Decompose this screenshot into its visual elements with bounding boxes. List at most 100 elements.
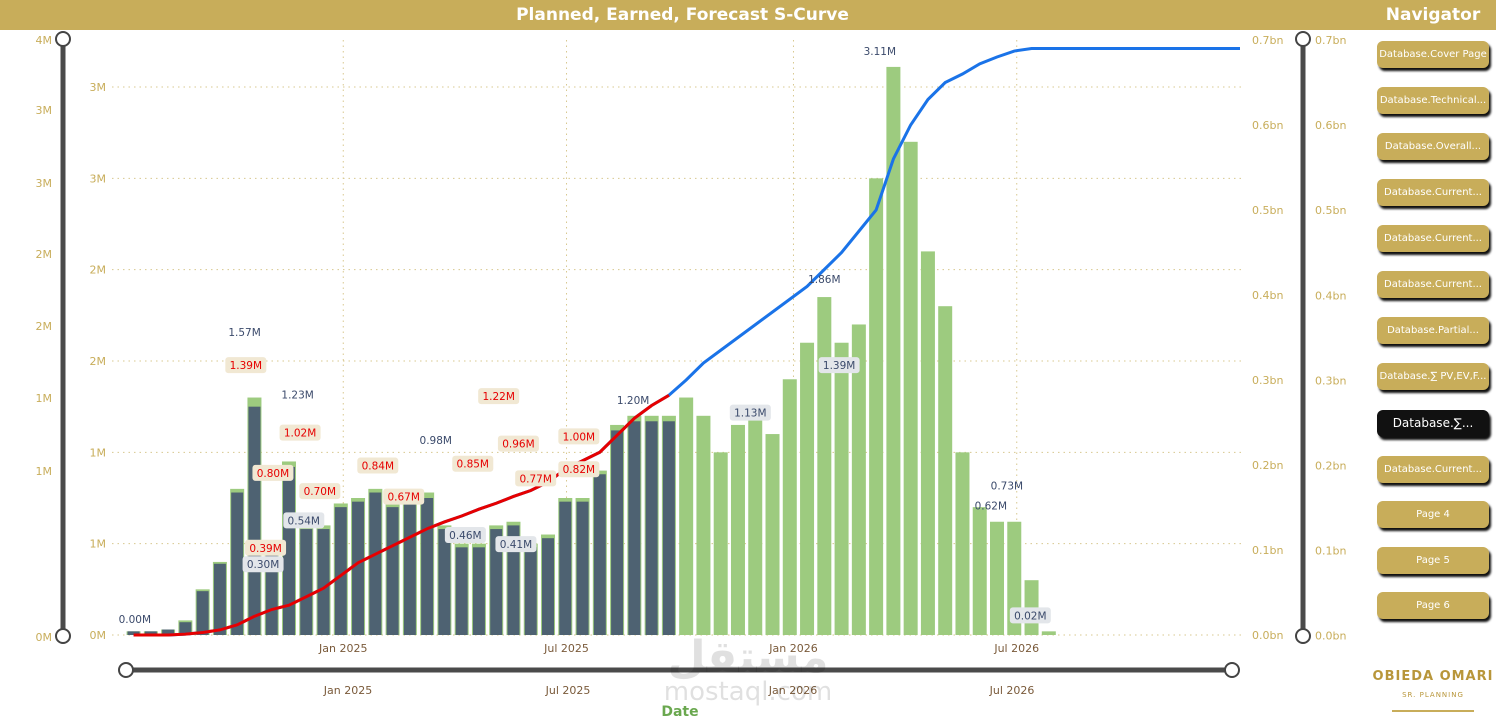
planned-bar — [972, 507, 987, 635]
planned-bar — [886, 66, 901, 635]
data-label: 0.41M — [500, 539, 532, 551]
planned-bar — [1007, 521, 1022, 635]
data-label: 0.02M — [1014, 610, 1046, 622]
earned-bar — [438, 529, 451, 635]
slider-handle-top[interactable] — [55, 31, 71, 47]
earned-bar — [179, 622, 192, 635]
earned-bar — [162, 629, 175, 635]
y-left-tick-label: 3M — [90, 172, 107, 185]
planned-bar — [955, 452, 970, 635]
planned-bar — [782, 379, 797, 635]
data-label-box — [452, 455, 494, 472]
planned-bar — [851, 324, 866, 635]
earned-bar — [248, 406, 261, 635]
slider-bottom-label: Jan 2025 — [323, 684, 372, 697]
earned-bar — [127, 631, 140, 635]
nav-button[interactable]: Database.Partial... — [1377, 317, 1489, 344]
slider-right-label: 0.1bn — [1315, 545, 1346, 558]
slider-handle-start[interactable] — [118, 662, 134, 678]
data-label: 0.30M — [247, 559, 279, 571]
earned-bar — [369, 492, 382, 635]
nav-button[interactable]: Database.∑... — [1377, 410, 1489, 437]
watermark-latin: mostaql.com — [664, 677, 832, 707]
data-label: 1.13M — [734, 408, 766, 420]
earned-bar — [662, 421, 675, 635]
nav-button[interactable]: Database.Overall... — [1377, 133, 1489, 160]
nav-button[interactable]: Database.Current... — [1377, 179, 1489, 206]
logo-subtitle: SR. PLANNING — [1402, 691, 1464, 699]
slider-handle-bottom[interactable] — [55, 628, 71, 644]
planned-bar — [990, 521, 1005, 635]
earned-bar — [334, 507, 347, 635]
slider-right-label: 0.4bn — [1315, 289, 1346, 302]
planned-bar — [938, 306, 953, 635]
slider-handle-bottom[interactable] — [1295, 628, 1311, 644]
navigator-title: Navigator — [1385, 5, 1481, 25]
y-right-tick-label: 0.1bn — [1252, 544, 1283, 557]
x-tick-label: Jan 2026 — [768, 642, 817, 655]
data-label: 0.82M — [563, 464, 595, 476]
nav-button[interactable]: Page 4 — [1377, 501, 1489, 528]
slider-bottom-label: Jul 2025 — [545, 684, 591, 697]
nav-button[interactable]: Page 6 — [1377, 592, 1489, 619]
earned-bar — [542, 538, 555, 635]
earned-bar — [524, 547, 537, 635]
planned-bar — [679, 397, 694, 635]
data-label: 0.73M — [991, 481, 1023, 493]
y-left-tick-label: 1M — [90, 538, 107, 551]
data-label: 0.62M — [975, 501, 1007, 513]
slider-handle-end[interactable] — [1224, 662, 1240, 678]
data-label-box — [558, 461, 600, 478]
nav-button[interactable]: Database.Current... — [1377, 225, 1489, 252]
data-label: 0.84M — [362, 461, 394, 473]
earned-bar — [386, 507, 399, 635]
nav-button[interactable]: Page 5 — [1377, 547, 1489, 574]
earned-bar — [300, 529, 313, 635]
data-label: 1.86M — [808, 274, 840, 286]
slider-right-label: 0.0bn — [1315, 630, 1346, 643]
slider-bottom-label: Jul 2026 — [989, 684, 1035, 697]
data-label: 1.39M — [823, 360, 855, 372]
y-right-tick-label: 0.0bn — [1252, 629, 1283, 642]
earned-bar — [507, 525, 520, 635]
x-tick-label: Jul 2026 — [993, 642, 1039, 655]
nav-button[interactable]: Database.Current... — [1377, 271, 1489, 298]
planned-bar — [903, 141, 918, 636]
y-right-tick-label: 0.2bn — [1252, 459, 1283, 472]
data-label: 0.00M — [119, 614, 151, 626]
slider-left-label: 4M — [36, 34, 53, 47]
data-label: 0.46M — [449, 530, 481, 542]
nav-button[interactable]: Database.∑ PV,EV,F... — [1377, 363, 1489, 390]
slider-right-label: 0.3bn — [1315, 374, 1346, 387]
slider-left-label: 0M — [36, 631, 53, 644]
earned-bar — [282, 466, 295, 635]
earned-bar — [472, 547, 485, 635]
y-left-tick-label: 0M — [90, 629, 107, 642]
data-label-box — [818, 357, 860, 374]
nav-button[interactable]: Database.Technical... — [1377, 87, 1489, 114]
data-label-box — [478, 388, 520, 405]
x-tick-label: Jul 2025 — [543, 642, 589, 655]
earned-bar — [403, 503, 416, 635]
earned-bar — [352, 501, 365, 635]
y-left-tick-label: 1M — [90, 446, 107, 459]
slider-right-label: 0.5bn — [1315, 204, 1346, 217]
slider-right-label: 0.2bn — [1315, 460, 1346, 473]
data-label-box — [357, 457, 399, 474]
earned-bar — [231, 492, 244, 635]
y-right-tick-label: 0.5bn — [1252, 204, 1283, 217]
data-label: 0.85M — [457, 459, 489, 471]
data-label: 1.23M — [281, 389, 313, 401]
slider-left-label: 2M — [36, 248, 53, 261]
data-label: 1.22M — [482, 391, 514, 403]
slider-handle-top[interactable] — [1295, 31, 1311, 47]
data-label-box — [225, 357, 267, 374]
data-label-box — [283, 512, 325, 529]
data-label-box — [495, 536, 537, 553]
y-right-tick-label: 0.4bn — [1252, 289, 1283, 302]
nav-button[interactable]: Database.Current... — [1377, 456, 1489, 483]
earned-bar — [213, 563, 226, 635]
nav-button[interactable]: Database.Cover Page — [1377, 41, 1489, 68]
planned-bar — [713, 452, 728, 635]
